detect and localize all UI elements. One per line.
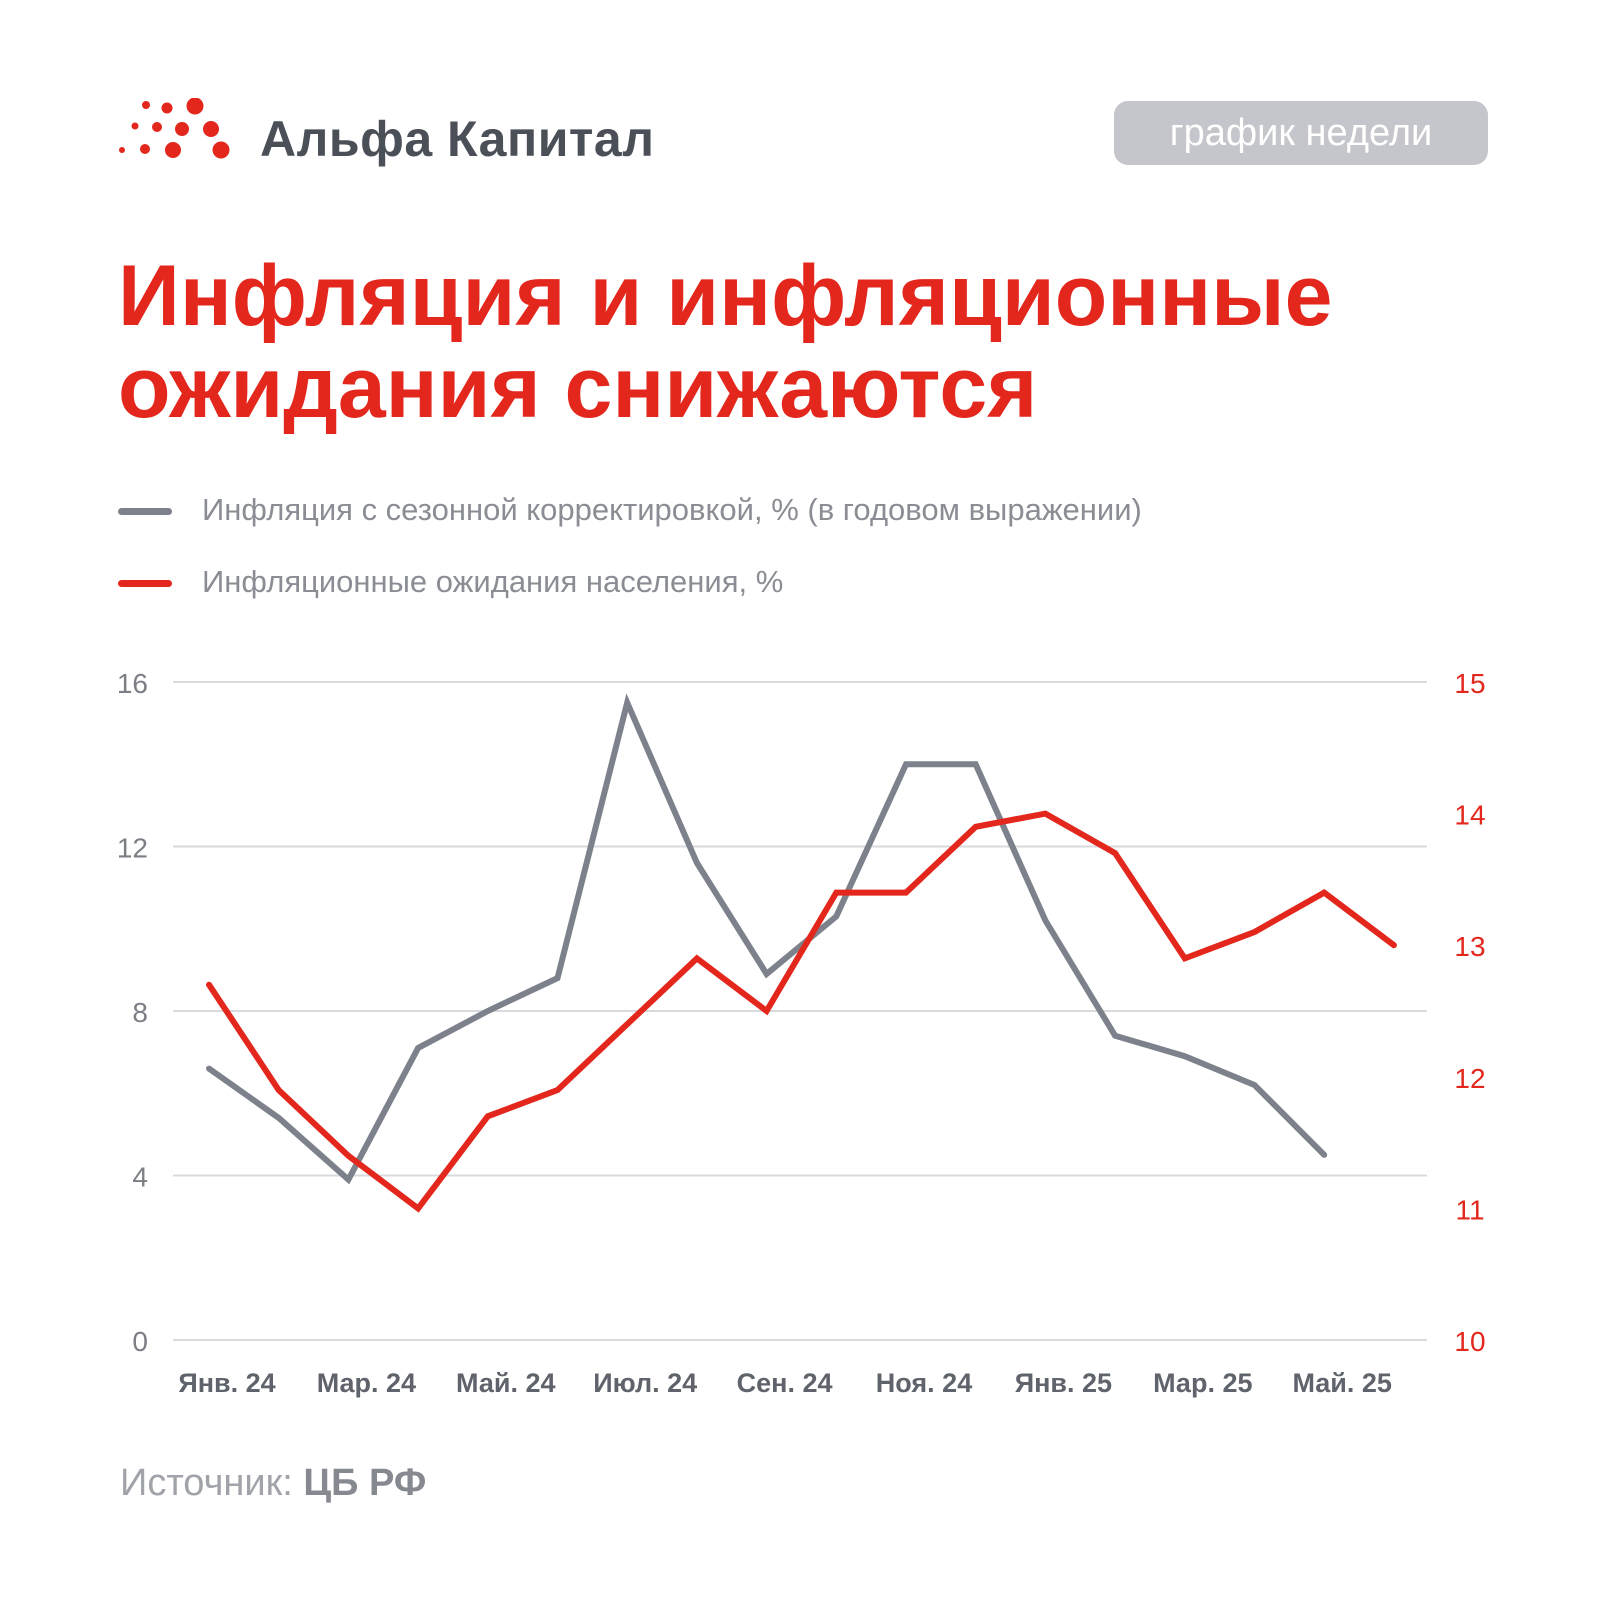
chart-legend: Инфляция с сезонной корректировкой, % (в…	[118, 490, 1498, 634]
data-point-expectations	[903, 890, 909, 896]
legend-swatch-red	[118, 580, 172, 587]
line-chart: 0 4 8 12 16 10 11 12 13 14 15 Янв. 24 Мар. 24 Май. 24…	[117, 668, 1486, 1398]
brand-logo: Альфа Капитал	[118, 98, 678, 168]
data-point-inflation	[206, 1066, 212, 1072]
data-point-expectations	[485, 1113, 491, 1119]
x-tick-label: Мар. 24	[317, 1368, 416, 1398]
series-line-expectations	[206, 810, 1397, 1213]
y-left-tick-label: 8	[132, 997, 148, 1028]
y-left-tick-label: 0	[132, 1326, 148, 1357]
y-left-tick-label: 4	[132, 1162, 148, 1193]
data-point-inflation	[973, 761, 979, 767]
title-line-1: Инфляция и инфляционные	[118, 248, 1333, 344]
data-point-expectations	[415, 1205, 421, 1211]
data-point-expectations	[764, 1008, 770, 1014]
y-left-tick-label: 16	[117, 668, 148, 699]
data-point-expectations	[1112, 850, 1118, 856]
data-point-expectations	[1182, 955, 1188, 961]
x-tick-label: Янв. 25	[1015, 1368, 1112, 1398]
x-tick-label: Май. 24	[456, 1368, 555, 1398]
legend-item-inflation: Инфляция с сезонной корректировкой, % (в…	[118, 490, 1498, 562]
data-point-inflation	[276, 1115, 282, 1121]
data-point-inflation	[555, 975, 560, 981]
data-point-inflation	[1042, 918, 1048, 924]
data-point-expectations	[345, 1153, 351, 1159]
data-point-inflation	[1321, 1152, 1327, 1158]
data-point-inflation	[1252, 1082, 1257, 1088]
data-point-expectations	[276, 1087, 282, 1093]
y-right-tick-label: 13	[1454, 931, 1485, 962]
data-point-inflation	[624, 700, 630, 706]
title-line-2: ожидания снижаются	[118, 340, 1038, 436]
legend-item-expectations: Инфляционные ожидания населения, %	[118, 562, 1498, 634]
data-point-expectations	[833, 890, 839, 896]
data-point-expectations	[973, 824, 979, 830]
source-value: ЦБ РФ	[303, 1462, 427, 1504]
data-point-expectations	[1321, 890, 1327, 896]
x-tick-label: Май. 25	[1292, 1368, 1391, 1398]
data-point-expectations	[1391, 942, 1397, 948]
data-point-expectations	[624, 1021, 630, 1027]
brand-name: Альфа Капитал	[260, 111, 655, 167]
y-right-tick-label: 14	[1454, 800, 1485, 831]
y-right-tick-label: 15	[1454, 668, 1485, 699]
data-point-inflation	[1112, 1033, 1118, 1039]
x-tick-label: Янв. 24	[178, 1368, 275, 1398]
data-point-expectations	[206, 982, 212, 988]
dots-logo-icon	[119, 98, 230, 159]
data-point-inflation	[833, 913, 839, 919]
legend-label-inflation: Инфляция с сезонной корректировкой, % (в…	[202, 492, 1142, 527]
data-point-inflation	[1182, 1053, 1188, 1059]
x-tick-label: Сен. 24	[737, 1368, 833, 1398]
y-right-tick-label: 12	[1454, 1063, 1485, 1094]
data-point-expectations	[694, 955, 700, 961]
x-tick-label: Июл. 24	[593, 1368, 697, 1398]
week-chart-badge: график недели	[1114, 101, 1488, 165]
legend-label-expectations: Инфляционные ожидания населения, %	[202, 564, 784, 599]
source-note: Источник: ЦБ РФ	[120, 1462, 426, 1505]
y-right-tick-label: 11	[1455, 1194, 1484, 1225]
x-tick-label: Мар. 25	[1153, 1368, 1252, 1398]
data-point-inflation	[345, 1177, 351, 1183]
data-point-inflation	[694, 860, 700, 866]
data-point-inflation	[764, 971, 770, 977]
legend-swatch-gray	[118, 508, 172, 515]
x-tick-label: Ноя. 24	[876, 1368, 972, 1398]
data-point-expectations	[1042, 811, 1048, 817]
y-left-tick-label: 12	[117, 833, 148, 864]
source-prefix: Источник:	[120, 1462, 304, 1504]
data-point-expectations	[555, 1087, 560, 1093]
data-point-inflation	[903, 761, 909, 767]
series-line-inflation	[206, 693, 1328, 1185]
y-right-tick-label: 10	[1454, 1326, 1485, 1357]
data-point-expectations	[1252, 929, 1257, 935]
chart-title: Инфляция и инфляционные ожидания снижают…	[118, 250, 1518, 434]
data-point-inflation	[415, 1045, 421, 1051]
data-point-inflation	[485, 1008, 491, 1014]
